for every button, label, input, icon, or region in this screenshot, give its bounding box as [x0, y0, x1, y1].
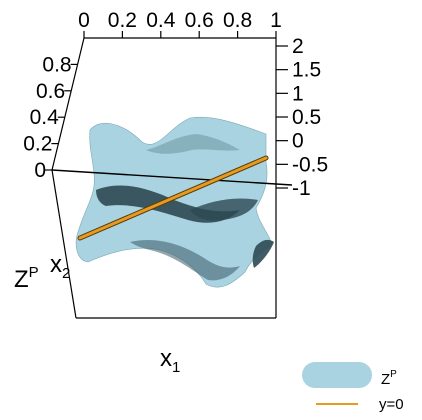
legend-label-surface: ZP: [381, 369, 397, 388]
z-tick-label: -1: [292, 177, 311, 200]
z-tick-label: 1: [292, 82, 304, 105]
legend-label-line: y=0: [379, 396, 404, 413]
x1-tick-label: 0: [78, 9, 90, 32]
series-line-y0: [77, 155, 269, 241]
box-edge-back-left: [51, 37, 85, 171]
z-zero-plane-edge: [51, 169, 293, 186]
x2-tick-label: 0.2: [23, 133, 52, 156]
z-tick-label: 0.5: [292, 106, 321, 129]
surface-shadow-fold-right: [190, 198, 258, 221]
x1-tick-label: 0.8: [223, 9, 252, 32]
y0-line: [78, 156, 268, 240]
x2-tick-label: 0.4: [30, 106, 60, 129]
x1-tick-label: 0.6: [185, 9, 214, 32]
x2-tick-label: 0: [34, 159, 46, 182]
x1-ticks: 0 0.2 0.4 0.6 0.8 1: [78, 9, 282, 38]
box-front-edges: [51, 169, 277, 319]
x2-tick-label: 0.6: [36, 80, 65, 103]
surface-shadow-lower: [130, 239, 240, 281]
box-back-edges: [51, 37, 277, 188]
surface-right-flap: [252, 239, 274, 268]
z-axis-label: ZP: [14, 264, 39, 293]
legend-swatch-surface: [302, 362, 372, 388]
x2-ticks: 0 0.2 0.4 0.6 0.8: [23, 53, 78, 182]
x2-axis-label: x2: [50, 251, 70, 282]
z-tick-label: -0.5: [292, 153, 328, 176]
x1-axis-label: x1: [160, 345, 180, 376]
box-edge-front-left: [51, 169, 77, 319]
surface-shadow-top: [146, 134, 240, 154]
x1-tick-label: 0.2: [108, 9, 137, 32]
z-ticks: -1-0.500.511.52: [276, 35, 328, 200]
surface-zp: [75, 116, 274, 288]
x1-tick-label: 0.4: [146, 9, 176, 32]
z-tick-label: 0: [292, 130, 304, 153]
z-tick-label: 1.5: [292, 59, 321, 82]
x2-tick-label: 0.8: [42, 53, 71, 76]
legend: ZP y=0: [302, 362, 404, 413]
z-tick-label: 2: [292, 35, 304, 58]
x1-tick-label: 1: [270, 9, 282, 32]
